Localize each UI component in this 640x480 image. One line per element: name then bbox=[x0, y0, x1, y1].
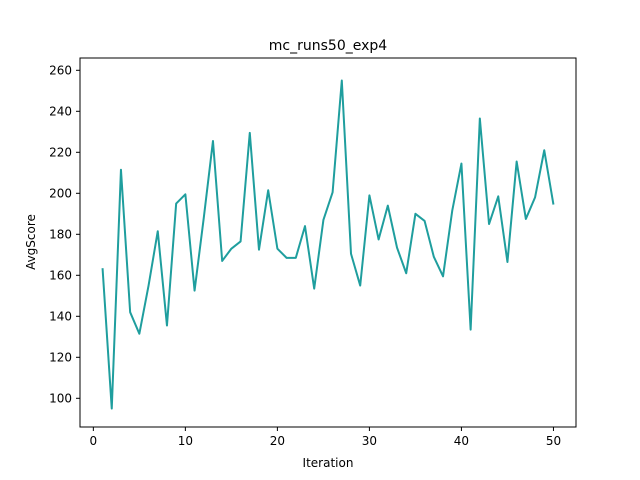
x-axis-label: Iteration bbox=[303, 456, 354, 470]
series-line-0 bbox=[101, 79, 555, 410]
x-tick-label: 30 bbox=[362, 434, 377, 448]
chart-title: mc_runs50_exp4 bbox=[269, 38, 387, 54]
y-tick-label: 240 bbox=[49, 104, 72, 118]
y-axis-label: AvgScore bbox=[24, 214, 38, 270]
y-tick-label: 100 bbox=[49, 391, 72, 405]
x-tick-label: 20 bbox=[270, 434, 285, 448]
x-tick-label: 10 bbox=[178, 434, 193, 448]
y-tick-label: 180 bbox=[49, 227, 72, 241]
y-tick-label: 220 bbox=[49, 145, 72, 159]
series-layer bbox=[101, 79, 555, 410]
y-tick-label: 200 bbox=[49, 186, 72, 200]
y-axis: 100 120 140 160 180 200 220 240 260 bbox=[49, 63, 80, 405]
y-tick-label: 120 bbox=[49, 350, 72, 364]
x-axis: 0 10 20 30 40 50 bbox=[90, 427, 561, 448]
x-tick-label: 0 bbox=[90, 434, 98, 448]
x-tick-label: 40 bbox=[454, 434, 469, 448]
plot-frame bbox=[79, 57, 577, 428]
y-tick-label: 260 bbox=[49, 63, 72, 77]
x-tick-label: 50 bbox=[546, 434, 561, 448]
y-tick-label: 140 bbox=[49, 309, 72, 323]
y-tick-label: 160 bbox=[49, 268, 72, 282]
